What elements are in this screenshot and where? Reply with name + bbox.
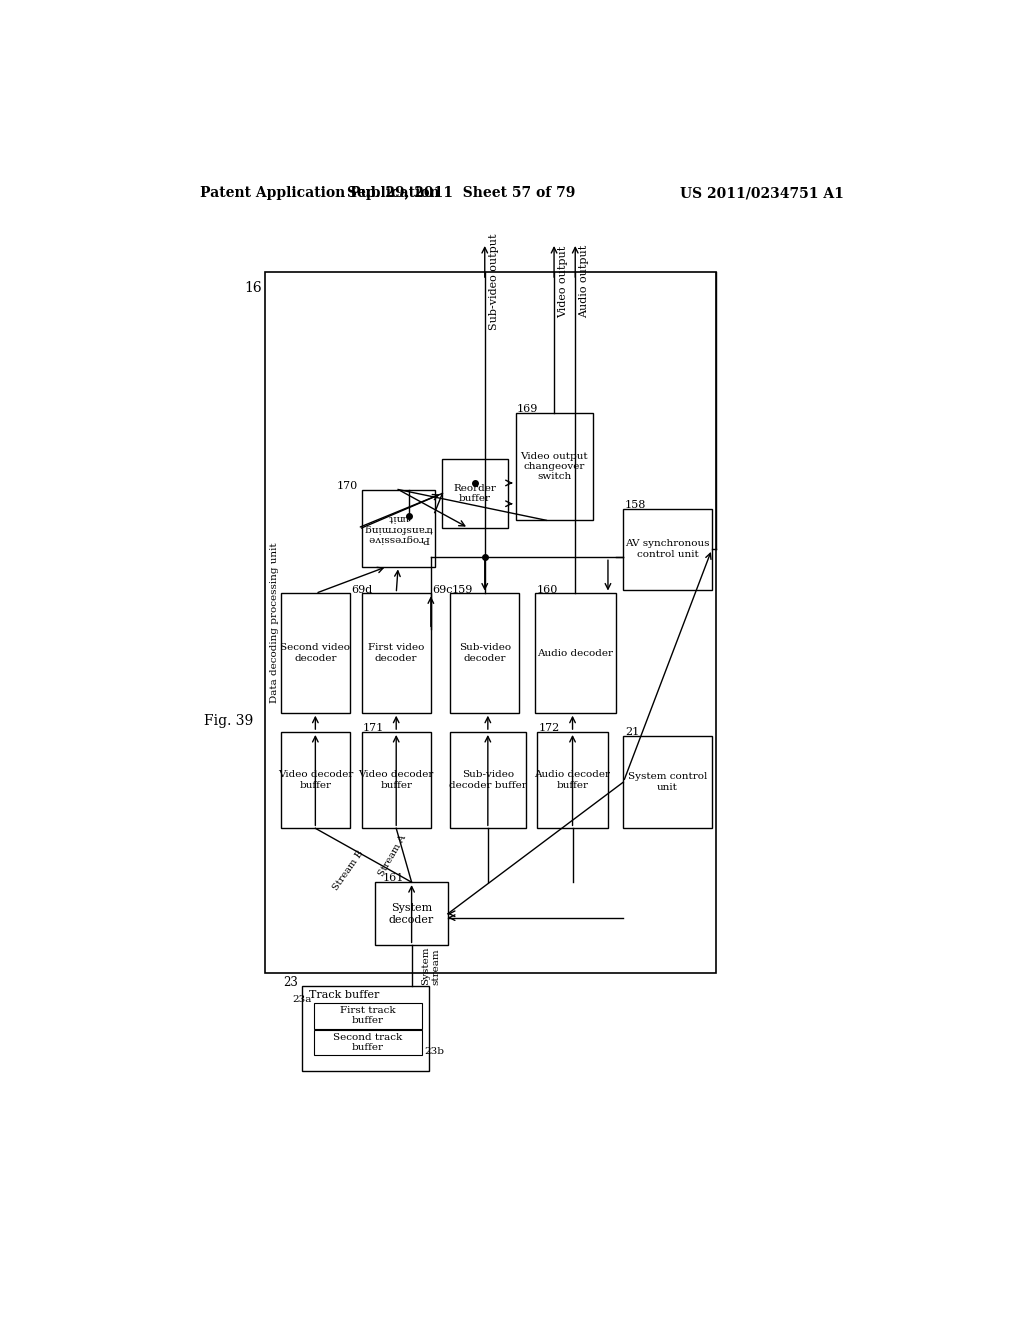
- Bar: [281, 594, 350, 713]
- Text: Stream B: Stream B: [331, 849, 366, 892]
- Text: Video decoder
buffer: Video decoder buffer: [278, 771, 353, 789]
- Bar: [361, 490, 435, 566]
- Text: 172: 172: [539, 723, 560, 733]
- Text: 159: 159: [452, 585, 473, 594]
- Text: Audio decoder
buffer: Audio decoder buffer: [535, 771, 610, 789]
- Text: Progressive
transforming
unit: Progressive transforming unit: [364, 513, 432, 543]
- Text: Stream A: Stream A: [377, 833, 408, 878]
- Text: 170: 170: [337, 480, 357, 491]
- Text: Second track
buffer: Second track buffer: [333, 1034, 402, 1052]
- Text: 171: 171: [364, 723, 384, 733]
- Text: 21: 21: [625, 727, 639, 737]
- Text: Sub-video output: Sub-video output: [488, 234, 499, 330]
- Text: First track
buffer: First track buffer: [340, 1006, 395, 1026]
- Text: System
stream: System stream: [421, 946, 440, 985]
- Text: Video decoder
buffer: Video decoder buffer: [358, 771, 434, 789]
- Text: 160: 160: [537, 585, 558, 594]
- Bar: [313, 1030, 422, 1056]
- Bar: [535, 594, 615, 713]
- Text: 161: 161: [383, 874, 404, 883]
- Bar: [442, 459, 508, 528]
- Text: 23a: 23a: [292, 995, 311, 1003]
- Text: First video
decoder: First video decoder: [368, 643, 424, 663]
- Text: System
decoder: System decoder: [389, 903, 434, 924]
- Bar: [265, 272, 716, 973]
- Text: Sep. 29, 2011  Sheet 57 of 79: Sep. 29, 2011 Sheet 57 of 79: [347, 186, 575, 201]
- Text: Audio output: Audio output: [580, 246, 589, 318]
- Bar: [624, 508, 712, 590]
- Text: 169: 169: [517, 404, 539, 413]
- Bar: [361, 733, 431, 829]
- Bar: [538, 733, 608, 829]
- Text: Track buffer: Track buffer: [309, 990, 380, 1001]
- Text: 69c: 69c: [432, 585, 453, 594]
- Bar: [281, 733, 350, 829]
- Text: Second video
decoder: Second video decoder: [281, 643, 350, 663]
- Bar: [624, 737, 712, 829]
- Text: AV synchronous
control unit: AV synchronous control unit: [626, 540, 710, 558]
- Text: 16: 16: [244, 281, 261, 294]
- Text: Video output
changeover
switch: Video output changeover switch: [520, 451, 588, 482]
- Text: Data decoding processing unit: Data decoding processing unit: [270, 543, 280, 704]
- Text: 69d: 69d: [351, 585, 373, 594]
- Bar: [451, 733, 525, 829]
- Text: Video output: Video output: [558, 246, 568, 318]
- Text: Reorder
buffer: Reorder buffer: [454, 483, 497, 503]
- Bar: [301, 986, 429, 1071]
- Text: Sub-video
decoder: Sub-video decoder: [459, 643, 511, 663]
- Text: Audio decoder: Audio decoder: [538, 648, 613, 657]
- Bar: [451, 594, 519, 713]
- Text: 158: 158: [625, 500, 646, 510]
- Bar: [515, 413, 593, 520]
- Text: Fig. 39: Fig. 39: [204, 714, 253, 727]
- Text: Sub-video
decoder buffer: Sub-video decoder buffer: [449, 771, 526, 789]
- Bar: [361, 594, 431, 713]
- Text: US 2011/0234751 A1: US 2011/0234751 A1: [680, 186, 844, 201]
- Bar: [376, 882, 447, 945]
- Text: 23: 23: [283, 975, 298, 989]
- Text: Patent Application Publication: Patent Application Publication: [200, 186, 439, 201]
- Text: 23b: 23b: [424, 1047, 444, 1056]
- Text: System control
unit: System control unit: [628, 772, 708, 792]
- Bar: [313, 1003, 422, 1028]
